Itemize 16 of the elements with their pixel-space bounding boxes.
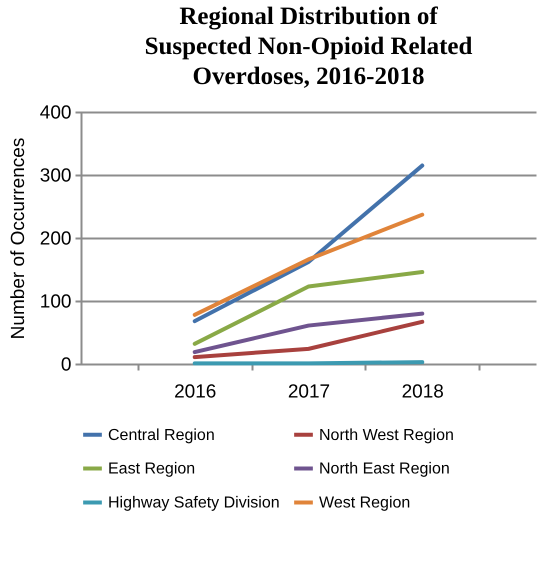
legend-label: Highway Safety Division — [108, 494, 280, 512]
chart-title: Regional Distribution of Suspected Non-Opioid Related Overdoses, 2016-2018 — [144, 3, 472, 90]
x-tick-label: 2017 — [288, 382, 330, 402]
legend-label: North East Region — [319, 460, 450, 478]
y-axis-title: Number of Occurrences — [8, 138, 29, 340]
x-tick-label: 2018 — [402, 382, 444, 402]
legend-label: North West Region — [319, 426, 454, 444]
x-tick-label: 2016 — [174, 382, 216, 402]
legend-label: West Region — [319, 494, 410, 512]
y-tick-label: 0 — [60, 354, 72, 376]
y-tick-label: 300 — [40, 166, 72, 186]
legend-label: Central Region — [108, 426, 215, 444]
y-tick-label: 400 — [40, 102, 72, 124]
y-tick-label: 200 — [40, 228, 72, 250]
legend-label: East Region — [108, 460, 196, 478]
y-tick-label: 100 — [40, 292, 72, 312]
